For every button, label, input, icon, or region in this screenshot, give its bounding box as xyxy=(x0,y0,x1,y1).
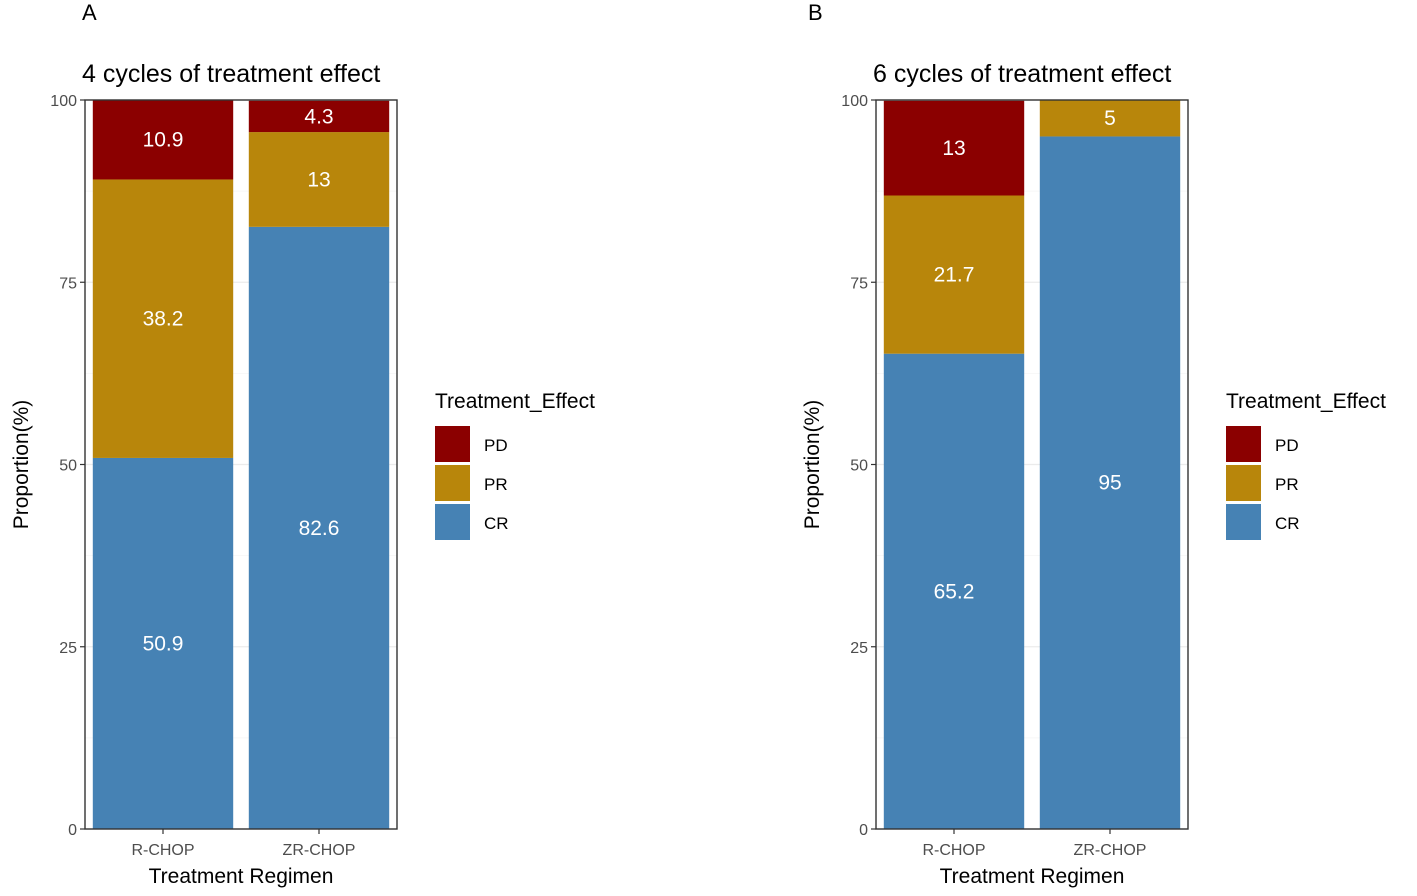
y-tick-label: 75 xyxy=(850,275,868,292)
y-axis-title: Proportion(%) xyxy=(801,400,824,530)
legend-key-pr xyxy=(1226,465,1261,501)
y-tick-label: 75 xyxy=(59,275,77,292)
bar-zr-chop-cr xyxy=(1039,136,1181,829)
y-tick-label: 50 xyxy=(850,458,868,475)
y-tick-label: 0 xyxy=(68,822,77,839)
bar-r-chop-pd xyxy=(883,100,1025,196)
bar-label-zr-chop-pr: 5 xyxy=(1104,107,1116,130)
bar-zr-chop-pr xyxy=(248,132,390,227)
bar-r-chop-cr xyxy=(92,457,234,829)
legend-label-cr: CR xyxy=(1275,514,1300,533)
bar-label-r-chop-pd: 10.9 xyxy=(143,129,184,152)
bar-label-zr-chop-pr: 13 xyxy=(307,168,330,191)
bar-r-chop-pd xyxy=(92,100,234,180)
x-axis-title: Treatment Regimen xyxy=(940,865,1125,888)
chart-title: 4 cycles of treatment effect xyxy=(82,60,380,88)
x-tick-label: ZR-CHOP xyxy=(283,842,356,859)
legend-label-pr: PR xyxy=(1275,475,1299,494)
bar-label-r-chop-pr: 21.7 xyxy=(934,264,975,287)
bar-r-chop-pr xyxy=(883,195,1025,354)
x-tick-label: ZR-CHOP xyxy=(1074,842,1147,859)
bar-r-chop-pr xyxy=(92,179,234,458)
legend: Treatment_Effect PD PR CR xyxy=(435,390,595,540)
bar-zr-chop-pr xyxy=(1039,100,1181,137)
bar-r-chop-cr xyxy=(883,353,1025,829)
x-axis-title: Treatment Regimen xyxy=(149,865,334,888)
legend-key-pd xyxy=(1226,426,1261,462)
y-tick-label: 100 xyxy=(841,93,868,110)
bar-zr-chop-cr xyxy=(248,226,390,829)
bar-label-r-chop-cr: 50.9 xyxy=(143,632,184,655)
y-axis-title: Proportion(%) xyxy=(10,400,33,530)
bar-label-r-chop-cr: 65.2 xyxy=(934,580,975,603)
x-axis: R-CHOP ZR-CHOP xyxy=(922,829,1146,859)
chart-panel-a: A 4 cycles of treatment effect 50.9 38.2 10.… xyxy=(10,0,595,888)
legend-label-pr: PR xyxy=(484,475,508,494)
y-axis: 0 25 50 75 100 xyxy=(841,93,876,839)
legend-title: Treatment_Effect xyxy=(1226,390,1386,413)
legend-label-pd: PD xyxy=(1275,436,1299,455)
y-tick-label: 100 xyxy=(50,93,77,110)
x-tick-label: R-CHOP xyxy=(922,842,985,859)
bar-label-zr-chop-cr: 95 xyxy=(1098,472,1121,495)
x-tick-label: R-CHOP xyxy=(131,842,194,859)
y-tick-label: 25 xyxy=(59,640,77,657)
bar-label-r-chop-pr: 38.2 xyxy=(143,308,184,331)
bars: 65.2 21.7 13 95 5 xyxy=(883,100,1181,829)
panel-letter: A xyxy=(82,0,97,25)
legend-label-pd: PD xyxy=(484,436,508,455)
panel-letter: B xyxy=(808,0,823,25)
x-axis: R-CHOP ZR-CHOP xyxy=(131,829,355,859)
bar-label-zr-chop-pd: 4.3 xyxy=(304,105,333,128)
bar-zr-chop-pd xyxy=(248,100,390,133)
y-axis: 0 25 50 75 100 xyxy=(50,93,85,839)
chart-panel-b: B 6 cycles of treatment effect 65.2 21.7 13 9… xyxy=(801,0,1386,888)
y-tick-label: 50 xyxy=(59,458,77,475)
y-tick-label: 25 xyxy=(850,640,868,657)
bar-label-r-chop-pd: 13 xyxy=(942,137,965,160)
chart-title: 6 cycles of treatment effect xyxy=(873,60,1171,88)
y-tick-label: 0 xyxy=(859,822,868,839)
legend-key-cr xyxy=(1226,504,1261,540)
legend-key-cr xyxy=(435,504,470,540)
legend-key-pr xyxy=(435,465,470,501)
bars: 50.9 38.2 10.9 82.6 13 4.3 xyxy=(92,100,390,829)
bar-label-zr-chop-cr: 82.6 xyxy=(299,517,340,540)
legend-key-pd xyxy=(435,426,470,462)
legend: Treatment_Effect PD PR CR xyxy=(1226,390,1386,540)
legend-label-cr: CR xyxy=(484,514,509,533)
legend-title: Treatment_Effect xyxy=(435,390,595,413)
